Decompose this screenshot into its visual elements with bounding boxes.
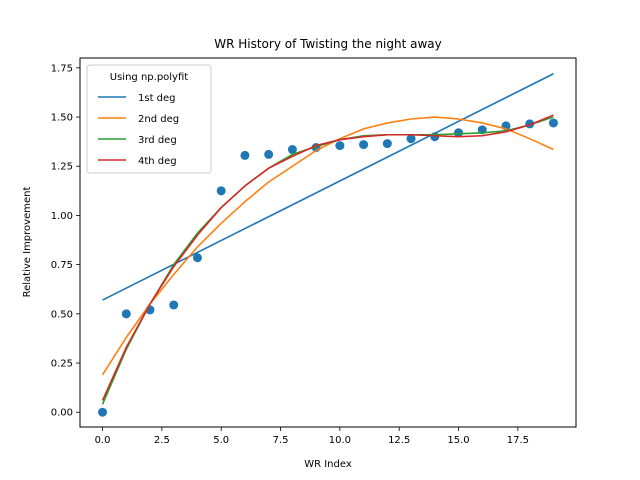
scatter-point <box>454 128 464 138</box>
y-tick-label: 1.00 <box>51 211 73 222</box>
x-tick-label: 0.0 <box>95 435 111 446</box>
y-tick-label: 0.75 <box>51 260 73 271</box>
x-tick-label: 5.0 <box>213 435 229 446</box>
y-tick-label: 0.25 <box>51 359 73 370</box>
legend-label-3rd-deg: 3rd deg <box>138 135 177 146</box>
scatter-point <box>287 145 297 155</box>
x-tick-label: 17.5 <box>507 435 529 446</box>
x-axis-label: WR Index <box>304 459 352 470</box>
scatter-point <box>359 140 369 150</box>
x-axis: 0.0 2.5 5.0 7.5 10.0 12.5 15.0 17.5 <box>95 427 529 446</box>
legend-label-1st-deg: 1st deg <box>138 93 176 104</box>
legend-entries: 1st deg 2nd deg 3rd deg 4th deg <box>98 93 179 167</box>
legend-label-4th-deg: 4th deg <box>138 156 177 167</box>
scatter-point <box>240 150 250 160</box>
scatter-point <box>406 134 416 144</box>
y-tick-label: 1.50 <box>51 113 73 124</box>
legend: Using np.polyfit 1st deg 2nd deg 3rd deg 4t… <box>86 64 212 174</box>
plot-frame <box>79 57 577 428</box>
y-tick-label: 0.50 <box>51 309 73 320</box>
scatter-point <box>548 118 558 128</box>
x-tick-label: 15.0 <box>447 435 469 446</box>
chart-title: WR History of Twisting the night away <box>214 37 442 51</box>
plot-area <box>98 73 558 417</box>
x-tick-label: 7.5 <box>273 435 289 446</box>
scatter-point <box>121 309 131 319</box>
y-axis-label: Relative Improvement <box>22 187 33 298</box>
scatter-point <box>169 300 179 310</box>
x-tick-label: 12.5 <box>388 435 410 446</box>
scatter-point <box>98 407 108 417</box>
y-tick-label: 0.00 <box>51 408 73 419</box>
scatter-point <box>192 253 202 263</box>
legend-box <box>86 64 212 174</box>
series-line-4th-deg <box>101 114 554 401</box>
x-tick-label: 10.0 <box>329 435 351 446</box>
y-tick-label: 1.75 <box>51 63 73 74</box>
x-tick-label: 2.5 <box>154 435 170 446</box>
y-axis: 0.00 0.25 0.50 0.75 1.00 1.25 1.50 1.75 <box>51 63 80 419</box>
y-tick-label: 1.25 <box>51 162 73 173</box>
scatter-point <box>335 141 345 151</box>
scatter-point <box>216 186 226 196</box>
scatter-point <box>382 139 392 149</box>
series-line-2nd-deg <box>101 116 554 376</box>
legend-title: Using np.polyfit <box>110 72 188 83</box>
legend-label-2nd-deg: 2nd deg <box>138 114 179 125</box>
scatter-point <box>264 149 274 159</box>
